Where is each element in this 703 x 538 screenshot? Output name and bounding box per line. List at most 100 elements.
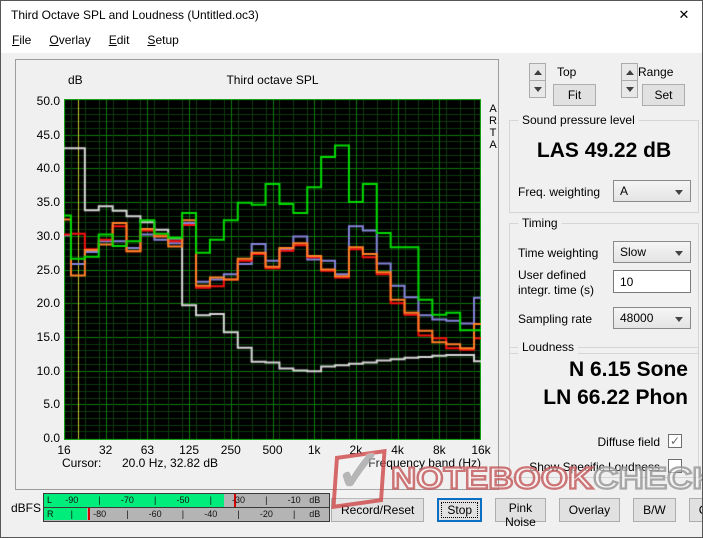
time-weighting-select[interactable]: Slow bbox=[613, 241, 691, 263]
meter-row-r: R -80 -60 -40 -20 | | | | | dB bbox=[44, 507, 329, 520]
x-tick-label: 32 bbox=[99, 443, 113, 457]
x-tick-label: 250 bbox=[220, 443, 241, 457]
cursor-label: Cursor: bbox=[62, 456, 102, 470]
chevron-down-icon bbox=[675, 190, 683, 195]
spl-group-title: Sound pressure level bbox=[518, 113, 639, 127]
meter-unit-label: dB bbox=[309, 495, 321, 505]
meter-scale-tick: | bbox=[98, 495, 101, 505]
meter-level-bar bbox=[44, 494, 224, 507]
record-reset-button[interactable]: Record/Reset bbox=[331, 498, 425, 522]
x-tick-label: 4k bbox=[391, 443, 404, 457]
freq-weighting-select[interactable]: A bbox=[613, 180, 691, 202]
top-spin-down-button[interactable] bbox=[529, 80, 546, 98]
specific-loudness-label: Show Specific Loudness bbox=[529, 460, 660, 474]
meter-scale-tick: | bbox=[265, 495, 268, 505]
y-tick-label: 50.0 bbox=[36, 94, 60, 108]
diffuse-field-checkbox[interactable]: ✓ bbox=[668, 434, 682, 448]
range-label: Range bbox=[638, 65, 674, 79]
time-weighting-label: Time weighting bbox=[518, 246, 599, 260]
arrow-up-icon bbox=[626, 70, 634, 75]
set-button[interactable]: Set bbox=[642, 84, 685, 106]
specific-loudness-checkbox[interactable] bbox=[668, 459, 682, 473]
spl-plot[interactable] bbox=[64, 99, 481, 440]
meter-scale-number: -50 bbox=[176, 495, 190, 505]
integr-time-label-1: User defined bbox=[518, 268, 587, 282]
spl-group: Sound pressure level LAS 49.22 dB Freq. … bbox=[509, 113, 699, 213]
sampling-rate-label: Sampling rate bbox=[518, 312, 593, 326]
x-tick-label: 16 bbox=[57, 443, 71, 457]
copy-button[interactable]: Copy bbox=[688, 498, 702, 522]
chart-title: Third octave SPL bbox=[226, 73, 319, 87]
window-title: Third Octave SPL and Loudness (Untitled.… bbox=[11, 8, 259, 22]
arrow-down-icon bbox=[534, 87, 542, 92]
x-tick-label: 2k bbox=[349, 443, 363, 457]
timing-group: Timing Time weighting Slow User defined … bbox=[509, 216, 699, 354]
y-tick-label: 40.0 bbox=[36, 161, 60, 176]
range-spin-up-button[interactable] bbox=[621, 63, 638, 81]
meter-scale-tick: | bbox=[292, 509, 296, 519]
close-icon[interactable]: ✕ bbox=[678, 7, 690, 22]
sampling-rate-value: 48000 bbox=[620, 311, 654, 325]
pink-noise-button[interactable]: Pink Noise bbox=[495, 498, 546, 529]
arrow-down-icon bbox=[626, 87, 634, 92]
x-tick-label: 500 bbox=[262, 443, 283, 457]
b-w-button[interactable]: B/W bbox=[633, 498, 676, 522]
diffuse-field-label: Diffuse field bbox=[597, 435, 660, 449]
meter-level-bar bbox=[44, 508, 87, 520]
y-tick-label: 30.0 bbox=[36, 228, 60, 243]
y-tick-label: 10.0 bbox=[36, 363, 60, 378]
spl-readout: LAS 49.22 dB bbox=[536, 139, 672, 162]
meter-scale-number: -90 bbox=[65, 495, 79, 505]
loudness-group-title: Loudness bbox=[518, 340, 579, 354]
meter-scale-tick: | bbox=[154, 495, 157, 505]
y-tick-label: 15.0 bbox=[36, 329, 60, 344]
x-tick-label: 125 bbox=[179, 443, 200, 457]
button-row: Record/Reset Stop Pink Noise Overlay B/W Copy bbox=[331, 498, 702, 529]
meter-row-l: L -90 -70 -50 -30 -10 | | | | dB bbox=[44, 494, 329, 507]
y-tick-label: 35.0 bbox=[36, 195, 60, 210]
meter-peak-mark bbox=[88, 508, 91, 520]
y-tick-label: 5.0 bbox=[43, 397, 60, 412]
meter-unit-label: dB bbox=[309, 509, 321, 519]
fit-button[interactable]: Fit bbox=[553, 84, 596, 106]
top-label: Top bbox=[557, 65, 577, 79]
meter-scale-number: -10 bbox=[287, 495, 301, 505]
sampling-rate-select[interactable]: 48000 bbox=[613, 307, 691, 329]
phon-readout: LN 66.22 Phon bbox=[543, 386, 688, 409]
meter-scale-number: -60 bbox=[148, 509, 162, 519]
freq-weighting-value: A bbox=[620, 184, 629, 198]
meter-scale-tick: | bbox=[70, 509, 73, 519]
menu-bar: File Overlay Edit Setup bbox=[1, 29, 702, 53]
menu-item-edit[interactable]: Edit bbox=[108, 33, 130, 47]
range-spinner bbox=[621, 63, 638, 99]
meter-scale-number: -20 bbox=[259, 509, 273, 519]
x-tick-label: 63 bbox=[140, 443, 155, 457]
time-weighting-value: Slow bbox=[620, 245, 647, 259]
x-tick-label: 8k bbox=[432, 443, 446, 457]
integr-time-input[interactable] bbox=[613, 270, 691, 293]
dbfs-label: dBFS bbox=[11, 501, 42, 515]
loudness-group: Loudness N 6.15 Sone LN 66.22 Phon Diffu… bbox=[509, 340, 699, 478]
range-spin-down-button[interactable] bbox=[621, 80, 638, 98]
arrow-up-icon bbox=[534, 70, 542, 75]
menu-item-overlay[interactable]: Overlay bbox=[49, 33, 91, 47]
x-tick-label: 16k bbox=[471, 443, 491, 457]
y-tick-label: 0.0 bbox=[43, 431, 60, 445]
meter-scale-tick: | bbox=[237, 509, 240, 519]
stop-button[interactable]: Stop bbox=[437, 498, 483, 522]
meter-channel-label: L bbox=[47, 495, 53, 505]
y-axis-unit: dB bbox=[68, 73, 83, 87]
menu-item-file[interactable]: File bbox=[12, 33, 32, 47]
x-axis-title: Frequency band (Hz) bbox=[368, 456, 481, 470]
cursor-readout: 20.0 Hz, 32.82 dB bbox=[122, 456, 219, 470]
meter-scale-tick: | bbox=[126, 509, 129, 519]
top-spin-up-button[interactable] bbox=[529, 63, 546, 81]
menu-item-setup[interactable]: Setup bbox=[147, 33, 179, 47]
meter-scale-number: -30 bbox=[232, 495, 246, 505]
meter-scale-tick: | bbox=[209, 495, 212, 505]
overlay-button[interactable]: Overlay bbox=[558, 498, 621, 522]
chevron-down-icon bbox=[675, 317, 683, 322]
meter-scale-number: -80 bbox=[93, 509, 107, 519]
